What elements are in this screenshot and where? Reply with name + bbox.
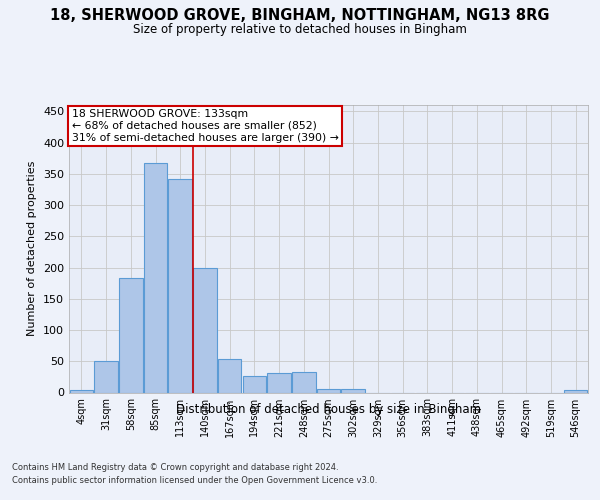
Bar [169,180,192,392]
Bar [144,163,167,392]
Y-axis label: Number of detached properties: Number of detached properties [28,161,37,336]
Text: Distribution of detached houses by size in Bingham: Distribution of detached houses by size … [176,402,481,415]
Text: 18, SHERWOOD GROVE, BINGHAM, NOTTINGHAM, NG13 8RG: 18, SHERWOOD GROVE, BINGHAM, NOTTINGHAM,… [50,8,550,24]
Bar [242,376,266,392]
Bar [564,390,587,392]
Bar [317,389,340,392]
Bar [341,389,365,392]
Bar [218,359,241,392]
Bar [193,268,217,392]
Text: Contains HM Land Registry data © Crown copyright and database right 2024.: Contains HM Land Registry data © Crown c… [12,462,338,471]
Bar [70,390,93,392]
Bar [292,372,316,392]
Text: Contains public sector information licensed under the Open Government Licence v3: Contains public sector information licen… [12,476,377,485]
Text: Size of property relative to detached houses in Bingham: Size of property relative to detached ho… [133,22,467,36]
Bar [94,361,118,392]
Text: 18 SHERWOOD GROVE: 133sqm
← 68% of detached houses are smaller (852)
31% of semi: 18 SHERWOOD GROVE: 133sqm ← 68% of detac… [71,110,338,142]
Bar [119,278,143,392]
Bar [268,372,291,392]
